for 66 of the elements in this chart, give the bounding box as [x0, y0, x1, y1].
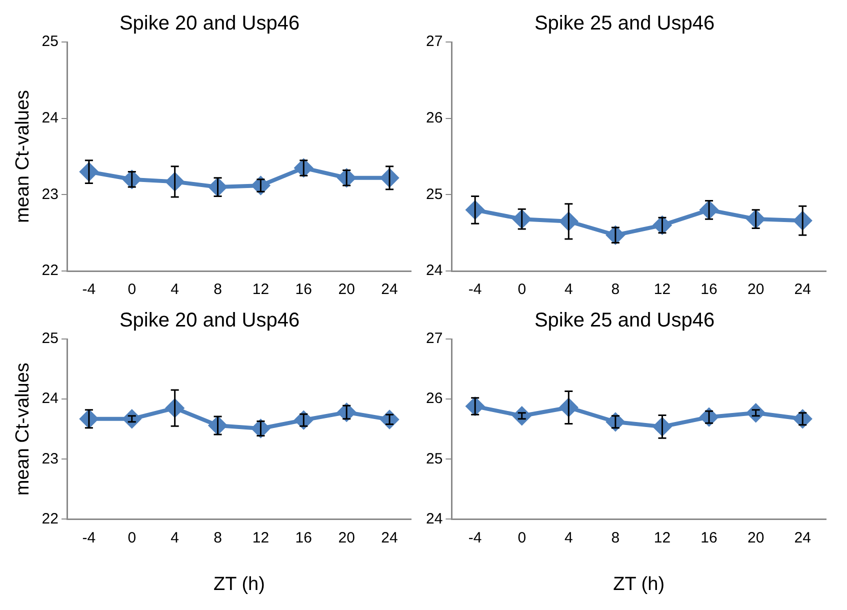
x-tick-label: 0: [128, 529, 136, 546]
x-tick-label: 16: [700, 529, 718, 546]
chart-title: Spike 20 and Usp46: [119, 310, 300, 332]
x-tick-label: 16: [295, 281, 312, 298]
y-tick-label: 25: [426, 450, 443, 468]
y-tick-label: 22: [42, 510, 58, 528]
point: [380, 410, 399, 428]
y-tick-label: 24: [426, 262, 443, 280]
x-tick-label: 8: [611, 529, 620, 546]
x-tick-label: 8: [214, 529, 222, 546]
x-tick-label: 16: [700, 281, 718, 298]
x-tick-label: 20: [338, 281, 355, 298]
y-tick-label: 22: [42, 262, 58, 280]
y-tick-label: 24: [42, 109, 58, 126]
y-tick-label: 25: [42, 33, 58, 50]
x-axis-title: ZT (h): [214, 574, 265, 595]
x-tick-label: 20: [747, 529, 764, 546]
y-tick-label: 24: [42, 390, 58, 408]
chart-title: Spike 25 and Usp46: [534, 12, 715, 35]
chart-title: Spike 25 and Usp46: [534, 310, 715, 332]
x-tick-label: -4: [468, 529, 482, 546]
y-tick-label: 25: [42, 330, 58, 348]
y-tick-label: 26: [426, 390, 443, 408]
x-tick-label: 12: [252, 529, 270, 546]
x-tick-label: 12: [654, 281, 671, 298]
point: [252, 176, 270, 195]
x-tick-label: 24: [381, 281, 398, 298]
x-tick-label: -4: [82, 529, 96, 546]
x-tick-label: 16: [295, 529, 312, 546]
x-tick-label: 12: [252, 281, 270, 298]
y-axis-title: mean Ct-values: [12, 90, 34, 224]
x-tick-label: 0: [518, 529, 526, 546]
x-tick-label: 0: [518, 281, 526, 298]
y-tick-label: 27: [426, 33, 443, 50]
x-tick-label: 20: [338, 529, 355, 546]
x-tick-label: 4: [564, 281, 573, 298]
point: [700, 408, 718, 426]
y-tick-label: 23: [42, 450, 58, 468]
x-tick-label: 8: [611, 281, 620, 298]
x-axis-title: ZT (h): [613, 574, 665, 595]
x-tick-label: 4: [170, 281, 180, 298]
point: [794, 410, 812, 428]
y-tick-label: 24: [426, 510, 443, 528]
y-tick-label: 27: [426, 330, 443, 348]
point: [294, 411, 313, 430]
point: [606, 412, 624, 431]
x-tick-label: 20: [747, 281, 764, 298]
x-tick-label: -4: [82, 281, 96, 298]
x-tick-label: 12: [654, 529, 671, 546]
x-tick-label: -4: [468, 281, 482, 298]
point: [512, 406, 531, 425]
x-tick-label: 4: [170, 529, 180, 546]
x-tick-label: 4: [564, 529, 573, 546]
chart-title: Spike 20 and Usp46: [119, 12, 300, 35]
y-tick-label: 23: [42, 186, 58, 203]
point: [338, 403, 356, 422]
y-tick-label: 25: [426, 186, 443, 203]
x-tick-label: 24: [794, 529, 811, 546]
x-tick-label: 0: [128, 281, 136, 298]
x-tick-label: 24: [381, 529, 398, 546]
x-tick-label: 8: [214, 281, 222, 298]
y-axis-title: mean Ct-values: [12, 362, 34, 496]
point: [122, 410, 141, 428]
point: [746, 404, 765, 422]
y-tick-label: 26: [426, 109, 443, 126]
x-tick-label: 24: [794, 281, 811, 298]
